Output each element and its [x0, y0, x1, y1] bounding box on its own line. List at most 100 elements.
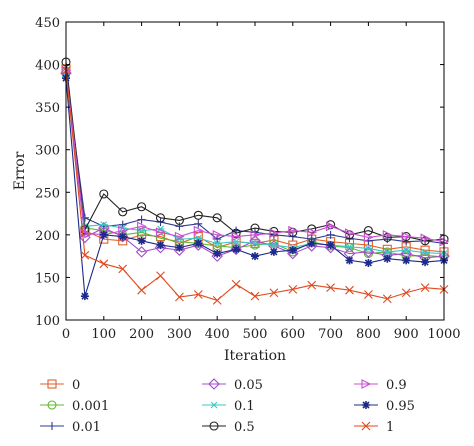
data-point [137, 227, 146, 234]
legend-item: 0.5 [202, 420, 255, 435]
series-line [65, 73, 445, 259]
data-point [420, 245, 430, 255]
y-tick-label: 250 [35, 186, 60, 201]
legend-label: 0.1 [234, 399, 255, 414]
data-point [269, 228, 280, 239]
legend-marker [47, 379, 57, 389]
data-point [383, 254, 392, 263]
data-point [80, 292, 89, 301]
legend-item: 0.9 [354, 378, 407, 393]
data-point [212, 296, 222, 305]
data-point [363, 232, 374, 243]
data-point [326, 230, 335, 239]
data-point [420, 283, 430, 293]
data-point [116, 230, 129, 243]
x-tick-label: 900 [394, 327, 419, 342]
y-tick-label: 350 [35, 101, 60, 116]
data-point [118, 264, 128, 274]
x-tick-label: 1000 [427, 327, 460, 342]
data-point [194, 219, 203, 228]
data-point [364, 245, 373, 252]
data-point [118, 207, 128, 217]
data-point [193, 290, 203, 299]
data-point [155, 227, 166, 238]
data-point [420, 233, 431, 244]
legend-item: 0.95 [354, 399, 415, 414]
data-point [137, 221, 147, 232]
data-point [326, 241, 335, 250]
legend-marker [361, 379, 372, 389]
data-point [137, 236, 146, 245]
data-point [156, 241, 165, 250]
data-point [173, 244, 186, 256]
data-point [401, 288, 411, 298]
data-point [137, 202, 147, 212]
data-point [194, 239, 203, 248]
data-point [288, 284, 298, 294]
data-point [250, 229, 261, 240]
data-point [174, 215, 184, 225]
data-point [250, 291, 260, 301]
data-point [137, 215, 146, 224]
y-tick-label: 100 [35, 314, 60, 329]
data-point [99, 221, 108, 229]
legend-label: 0.5 [234, 420, 255, 435]
data-point [232, 245, 241, 254]
data-point [231, 279, 241, 289]
data-point [99, 259, 109, 269]
y-tick-label: 150 [35, 271, 60, 286]
legend-marker [210, 401, 218, 409]
y-tick-label: 200 [35, 229, 60, 244]
data-point [211, 250, 223, 262]
x-tick-label: 600 [280, 327, 305, 342]
legend-marker [48, 422, 56, 430]
data-point [118, 232, 127, 241]
legend-label: 1 [386, 420, 394, 435]
x-tick-label: 0 [62, 327, 70, 342]
data-point [383, 248, 392, 256]
x-tick-label: 400 [205, 327, 230, 342]
data-point [269, 238, 279, 248]
data-point [99, 230, 108, 239]
y-tick-label: 400 [35, 59, 60, 74]
data-point [345, 243, 354, 251]
legend-label: 0.95 [386, 399, 415, 414]
data-point [193, 210, 203, 220]
data-point [307, 239, 316, 248]
data-point [401, 231, 412, 242]
data-point [230, 243, 242, 256]
data-point [307, 280, 317, 290]
data-point [251, 239, 259, 247]
plot-series-group [60, 57, 450, 305]
legend-item: 0.001 [40, 399, 109, 414]
data-point [288, 225, 299, 236]
legend-item: 0.1 [202, 399, 255, 414]
data-point [250, 223, 260, 233]
data-point [269, 241, 278, 249]
legend-marker [209, 421, 219, 431]
data-point [421, 249, 430, 257]
data-point [345, 256, 354, 265]
data-point [251, 252, 259, 261]
x-tick-label: 700 [318, 327, 343, 342]
series-line [65, 70, 445, 243]
x-tick-label: 200 [129, 327, 154, 342]
data-point [288, 246, 297, 255]
data-point [363, 226, 373, 236]
data-point [382, 244, 392, 254]
data-point [402, 256, 411, 265]
data-point [326, 221, 336, 232]
legend-label: 0.05 [234, 378, 263, 393]
data-point [364, 290, 373, 299]
legend-item: 1 [354, 420, 394, 435]
data-point [137, 285, 146, 295]
x-tick-label: 500 [243, 327, 268, 342]
data-point [175, 243, 184, 252]
data-point [175, 292, 184, 302]
data-point [345, 285, 354, 295]
legend-label: 0 [72, 378, 80, 393]
data-point [213, 249, 222, 258]
data-point [402, 246, 411, 254]
data-point [212, 213, 222, 223]
series-1 [61, 66, 449, 305]
